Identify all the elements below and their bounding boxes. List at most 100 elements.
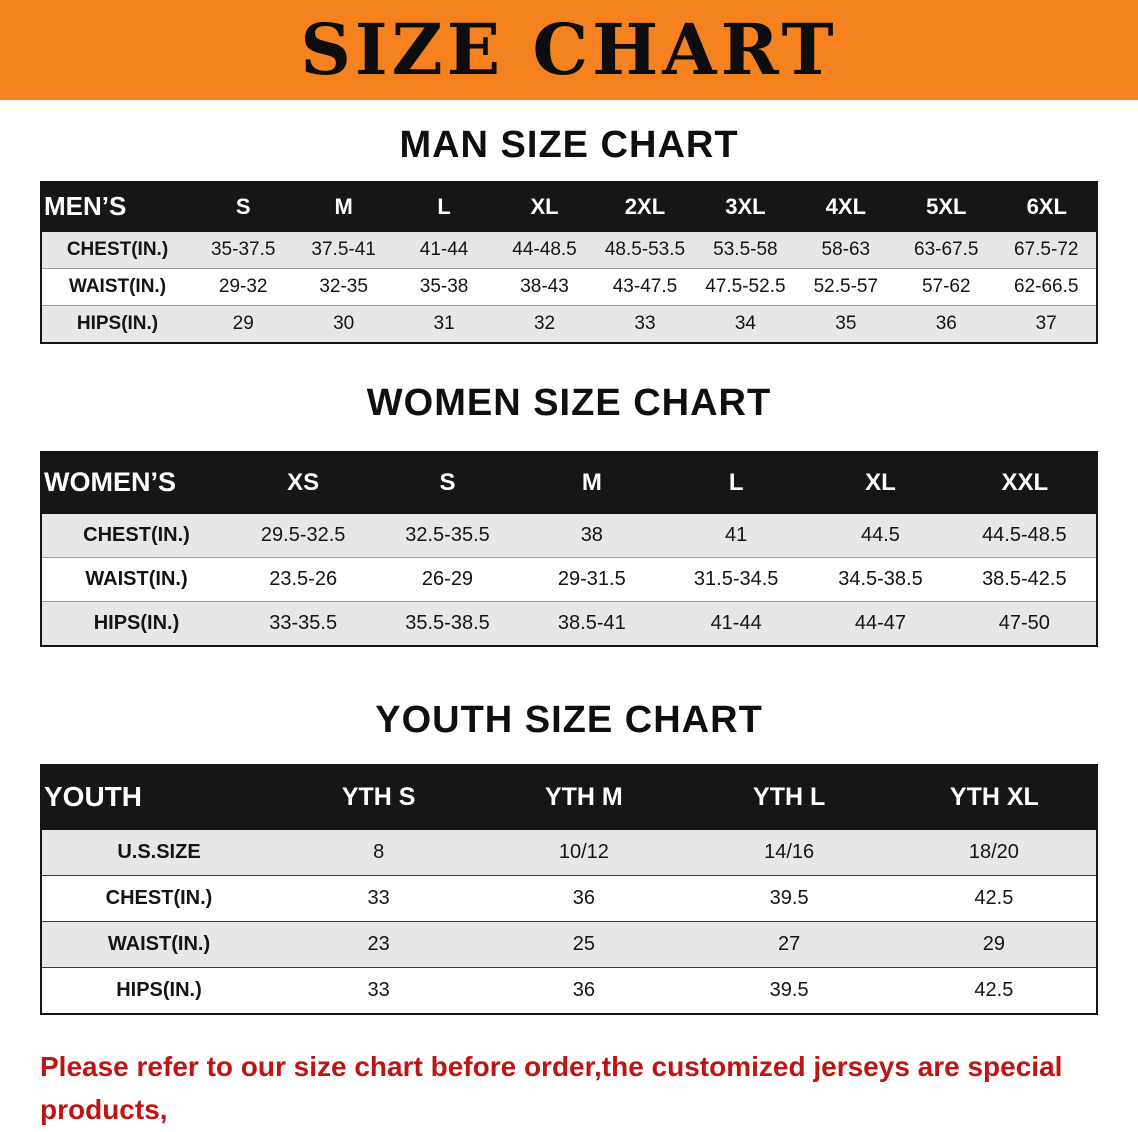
size-value: 10/12 (558, 841, 609, 863)
size-value: 27 (778, 933, 801, 955)
size-value: 34 (734, 313, 756, 334)
size-value: 33 (634, 313, 656, 334)
header-row: WOMEN’S XS S M L XL XXL (40, 451, 1099, 514)
size-value: 35-38 (419, 276, 469, 297)
row-label: HIPS(IN.) (93, 612, 180, 634)
size-value: 14/16 (764, 841, 815, 863)
table-row: HIPS(IN.) 33-35.5 35.5-38.5 38.5-41 41-44 44-… (41, 601, 1097, 646)
man-size-table: MEN’S S M L XL 2XL 3XL 4XL 5XL 6XL CHEST(IN.) 35-37… (40, 181, 1098, 344)
table-row: CHEST(IN.) 35-37.5 37.5-41 41-44 44-48.5 48.5… (41, 231, 1097, 269)
women-size-chart-heading: WOMEN SIZE CHART (366, 382, 772, 424)
size-column-header: S (191, 181, 295, 232)
size-value: 38.5-41 (557, 612, 626, 634)
table-row: CHEST(IN.) 29.5-32.5 32.5-35.5 38 41 44.5 44.5… (41, 513, 1097, 558)
header-row: YOUTH YTH S YTH M YTH L YTH XL (40, 764, 1099, 830)
row-label: WAIST(IN.) (85, 568, 188, 590)
size-value: 53.5-58 (713, 239, 778, 260)
table-row: WAIST(IN.) 23 25 27 29 (41, 921, 1097, 968)
size-value: 33 (367, 979, 390, 1001)
table-row: WAIST(IN.) 29-32 32-35 35-38 38-43 43-47.5 47.… (41, 268, 1097, 306)
size-value: 36 (572, 979, 595, 1001)
size-value: 33-35.5 (269, 612, 338, 634)
size-value: 29-31.5 (557, 568, 626, 590)
size-column-header: L (662, 451, 810, 514)
row-label: CHEST(IN.) (83, 524, 190, 546)
size-column-header: XL (493, 181, 596, 232)
youth-size-chart-section: YOUTH SIZE CHART YOUTH YTH S YTH M YTH L YTH… (0, 699, 1138, 1015)
size-value: 38.5-42.5 (982, 568, 1067, 590)
size-value: 57-62 (921, 276, 971, 297)
size-column-header: S (374, 451, 521, 514)
size-value: 42.5 (974, 979, 1014, 1001)
banner: SIZE CHART (0, 0, 1138, 100)
size-column-header: 2XL (593, 181, 697, 232)
size-value: 31 (433, 313, 455, 334)
size-value: 8 (373, 841, 385, 863)
size-column-header: XL (807, 451, 954, 514)
size-value: 44.5 (861, 524, 900, 546)
size-value: 62-66.5 (1014, 276, 1079, 297)
size-value: 32.5-35.5 (405, 524, 490, 546)
table-row: HIPS(IN.) 33 36 39.5 42.5 (41, 967, 1097, 1014)
size-value: 38-43 (520, 276, 569, 297)
size-value: 41-44 (419, 239, 469, 260)
row-label: CHEST(IN.) (105, 887, 213, 909)
size-column-header: 6XL (995, 181, 1098, 232)
size-column-header: 3XL (694, 181, 797, 232)
man-size-chart-heading: MAN SIZE CHART (399, 124, 739, 166)
women-size-chart-section: WOMEN SIZE CHART WOMEN’S XS S M L XL XXL CHEST(… (0, 382, 1138, 647)
size-column-header: YTH L (685, 764, 893, 830)
row-label: U.S.SIZE (117, 841, 201, 863)
size-column-header: YTH M (480, 764, 688, 830)
size-value: 58-63 (821, 239, 871, 260)
table-row: U.S.SIZE 8 10/12 14/16 18/20 (41, 829, 1097, 876)
disclaimer-line-1: Please refer to our size chart before or… (40, 1051, 1063, 1126)
size-column-header: 5XL (895, 181, 998, 232)
size-value: 47.5-52.5 (705, 276, 786, 297)
size-value: 34.5-38.5 (838, 568, 923, 590)
size-value: 35.5-38.5 (405, 612, 490, 634)
size-value: 47-50 (998, 612, 1050, 634)
youth-size-chart-heading: YOUTH SIZE CHART (375, 699, 763, 741)
size-value: 29-32 (218, 276, 268, 297)
disclaimer: Please refer to our size chart before or… (40, 1045, 1114, 1132)
size-value: 32-35 (319, 276, 368, 297)
size-value: 26-29 (421, 568, 474, 590)
size-value: 37.5-41 (311, 239, 376, 260)
page-title: SIZE CHART (300, 8, 838, 91)
size-value: 29 (982, 933, 1005, 955)
size-value: 25 (572, 933, 595, 955)
size-value: 39.5 (769, 887, 809, 909)
table-title-cell: YOUTH (40, 764, 277, 830)
size-value: 41 (725, 524, 748, 546)
row-label: WAIST(IN.) (68, 276, 167, 297)
header-row: MEN’S S M L XL 2XL 3XL 4XL 5XL 6XL (40, 181, 1098, 232)
table-row: CHEST(IN.) 33 36 39.5 42.5 (41, 875, 1097, 922)
size-column-header: M (292, 181, 395, 232)
size-value: 42.5 (974, 887, 1014, 909)
size-column-header: XS (229, 451, 377, 514)
size-column-header: M (518, 451, 665, 514)
size-value: 29 (232, 313, 254, 334)
size-value: 23.5-26 (269, 568, 338, 590)
size-value: 48.5-53.5 (604, 239, 686, 260)
size-value: 52.5-57 (813, 276, 879, 297)
table-title-cell: WOMEN’S (40, 451, 232, 514)
size-column-header: YTH S (274, 764, 483, 830)
youth-size-table: YOUTH YTH S YTH M YTH L YTH XL U.S.SIZE 8 10/12… (40, 764, 1099, 1015)
size-value: 30 (333, 313, 355, 334)
size-value: 35-37.5 (210, 239, 276, 260)
size-value: 38 (580, 524, 603, 546)
size-value: 44-47 (854, 612, 907, 634)
size-value: 43-47.5 (612, 276, 678, 297)
size-value: 23 (367, 933, 390, 955)
size-value: 41-44 (710, 612, 762, 634)
row-label: CHEST(IN.) (66, 239, 169, 260)
size-value: 33 (367, 887, 390, 909)
table-row: HIPS(IN.) 29 30 31 32 33 34 35 36 37 (41, 305, 1097, 343)
size-value: 67.5-72 (1014, 239, 1079, 260)
table-row: WAIST(IN.) 23.5-26 26-29 29-31.5 31.5-34.5 34… (41, 557, 1097, 602)
size-value: 35 (835, 313, 857, 334)
row-label: HIPS(IN.) (76, 313, 159, 334)
